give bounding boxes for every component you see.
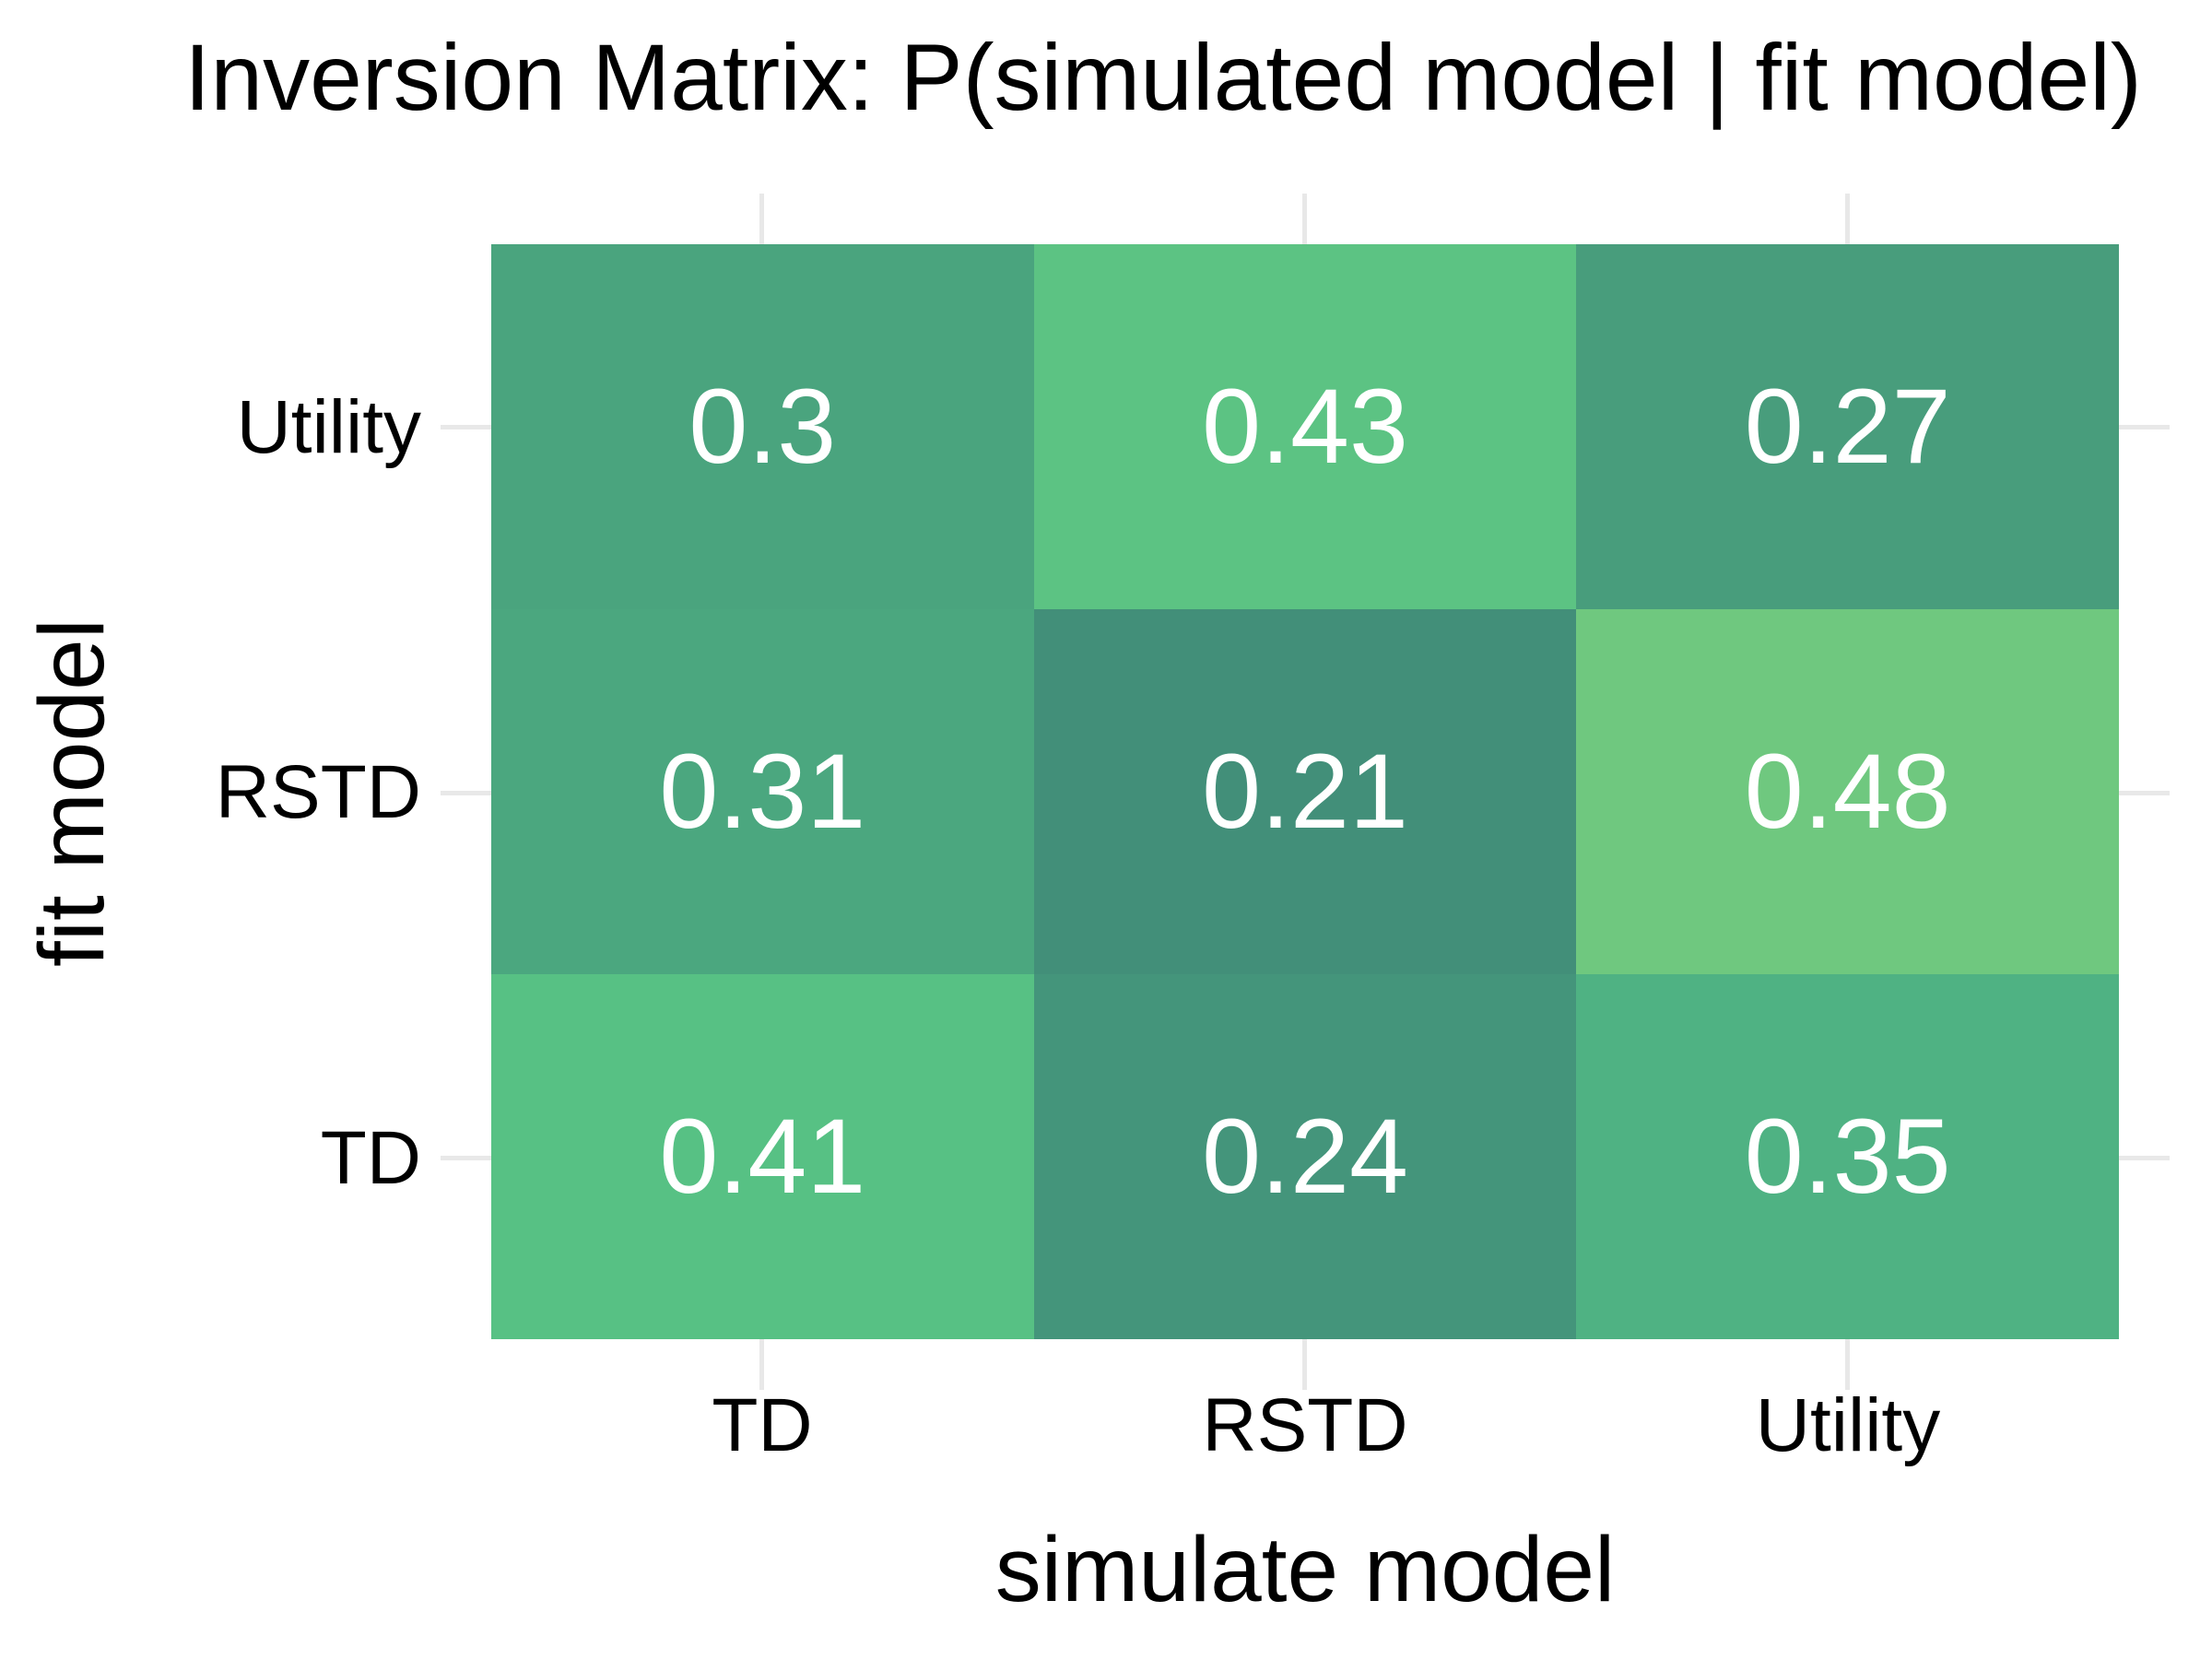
cell-value: 0.43 xyxy=(1202,367,1408,486)
y-tick-label-utility: Utility xyxy=(236,385,421,469)
heatmap-cell-utility-rstd: 0.43 xyxy=(1033,244,1577,609)
heatmap-cell-td-td: 0.41 xyxy=(491,974,1034,1339)
right-tick-rstd xyxy=(2119,791,2170,795)
heatmap-cell-td-utility: 0.35 xyxy=(1576,974,2119,1339)
left-tick-utility xyxy=(441,425,491,429)
cell-value: 0.24 xyxy=(1202,1097,1408,1216)
top-tick-td xyxy=(759,194,764,244)
left-tick-rstd xyxy=(441,791,491,795)
cell-value: 0.3 xyxy=(688,367,837,486)
x-tick-label-utility: Utility xyxy=(1755,1383,1941,1467)
cell-value: 0.48 xyxy=(1744,732,1951,851)
top-tick-rstd xyxy=(1302,194,1307,244)
heatmap-cell-utility-td: 0.3 xyxy=(491,244,1034,609)
heatmap-cell-rstd-utility: 0.48 xyxy=(1576,609,2119,974)
heatmap-panel: 0.3 0.43 0.27 0.31 0.21 0.48 0.41 0.24 0… xyxy=(491,244,2119,1339)
x-axis-title: simulate model xyxy=(994,1518,1616,1621)
top-tick-utility xyxy=(1845,194,1850,244)
left-tick-td xyxy=(441,1156,491,1160)
y-tick-label-td: TD xyxy=(320,1116,421,1200)
bottom-tick-td xyxy=(759,1339,764,1390)
x-tick-label-td: TD xyxy=(712,1383,813,1467)
cell-value: 0.31 xyxy=(659,732,866,851)
bottom-tick-utility xyxy=(1845,1339,1850,1390)
right-tick-utility xyxy=(2119,425,2170,429)
heatmap-cell-rstd-rstd: 0.21 xyxy=(1033,609,1577,974)
cell-value: 0.21 xyxy=(1202,732,1408,851)
chart-title: Inversion Matrix: P(simulated model | fi… xyxy=(184,25,2142,130)
right-tick-td xyxy=(2119,1156,2170,1160)
cell-value: 0.35 xyxy=(1744,1097,1951,1216)
heatmap-cell-td-rstd: 0.24 xyxy=(1033,974,1577,1339)
cell-value: 0.41 xyxy=(659,1097,866,1216)
cell-value: 0.27 xyxy=(1744,367,1951,486)
heatmap-cell-rstd-td: 0.31 xyxy=(491,609,1034,974)
heatmap-cell-utility-utility: 0.27 xyxy=(1576,244,2119,609)
bottom-tick-rstd xyxy=(1302,1339,1307,1390)
y-tick-label-rstd: RSTD xyxy=(215,750,421,834)
x-tick-label-rstd: RSTD xyxy=(1202,1383,1408,1467)
